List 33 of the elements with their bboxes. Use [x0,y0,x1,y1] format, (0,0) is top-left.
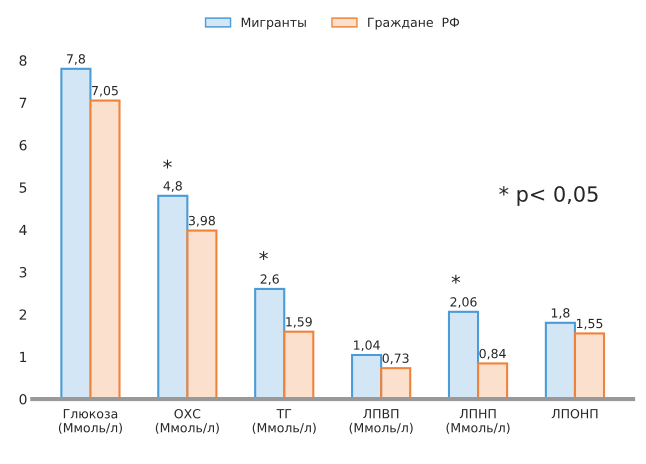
x-tick-label: ОХС (Ммоль/л) [156,408,219,434]
annotation: * p< 0,05 [499,186,598,206]
data-label: 0,73 [382,353,409,364]
annotation: * [259,251,268,260]
data-label: 2,06 [450,297,477,308]
data-label: 1,55 [576,318,602,330]
data-label: 2,6 [260,274,279,286]
x-tick-label: ТГ (Ммоль/л) [252,409,316,434]
y-tick-label: 2 [20,309,26,320]
data-label: 3,98 [188,216,215,227]
y-tick-label: 7 [20,98,26,108]
y-tick-label: 8 [20,55,26,66]
y-tick-label: 1 [20,352,26,362]
data-label: 1,59 [286,317,312,328]
x-tick-label: ЛПВП (Ммоль/л) [350,409,413,434]
annotation: * [452,274,460,284]
y-tick-label: 0 [20,394,27,405]
data-label: 0,84 [479,348,506,360]
data-label: 1,04 [354,340,380,352]
y-tick-label: 3 [20,266,26,278]
data-label: 7,8 [66,54,85,65]
x-tick-label: Глюкоза (Ммоль/л) [58,409,122,434]
data-label: 7,05 [92,86,118,97]
legend-label: Граждане РФ [368,18,460,30]
x-tick-label: ЛПНП (Ммоль/л) [446,409,510,434]
x-tick-label: ЛПОНП [552,408,598,418]
data-label: 1,8 [552,308,570,319]
annotation: * [163,160,172,169]
data-label: 4,8 [163,181,182,192]
y-tick-label: 5 [20,182,26,193]
legend-label: Мигранты [242,18,306,30]
y-tick-label: 6 [20,140,27,150]
y-tick-label: 4 [19,224,27,235]
